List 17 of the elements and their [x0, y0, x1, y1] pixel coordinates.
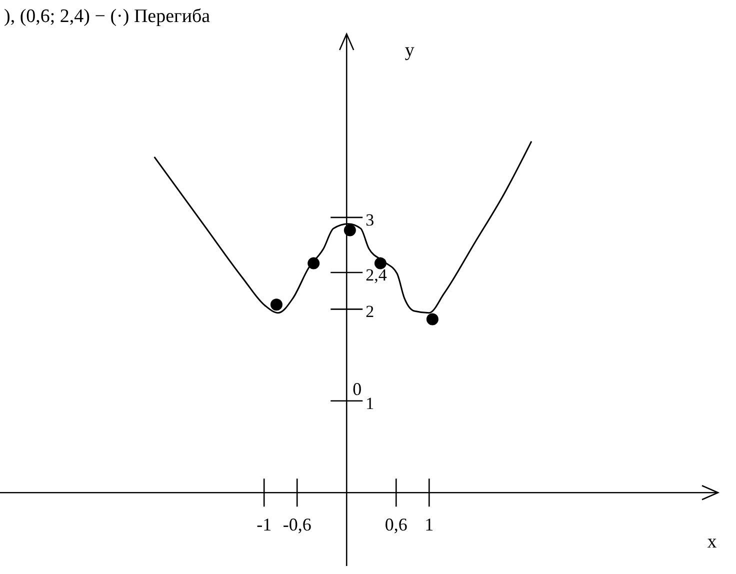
x-tick-label: -1	[256, 514, 272, 535]
y-tick-label: 3	[366, 210, 374, 230]
point	[308, 257, 320, 270]
annotation: 0	[352, 378, 362, 399]
x-axis-title: x	[707, 532, 718, 553]
y-axis-title: y	[404, 40, 415, 61]
point	[270, 298, 282, 311]
y-tick-label: 1	[366, 394, 374, 413]
x-tick-label: 1	[424, 514, 434, 535]
x-tick-label: 0,6	[384, 514, 408, 535]
point	[344, 224, 356, 236]
y-tick-label: 2,4	[366, 265, 388, 284]
y-tick-label: 2	[366, 302, 374, 322]
chart-title: ), (0,6; 2,4) − (·) Перегиба	[4, 6, 211, 27]
point	[374, 257, 386, 270]
point	[426, 313, 438, 326]
x-tick-label: -0,6	[282, 514, 312, 535]
